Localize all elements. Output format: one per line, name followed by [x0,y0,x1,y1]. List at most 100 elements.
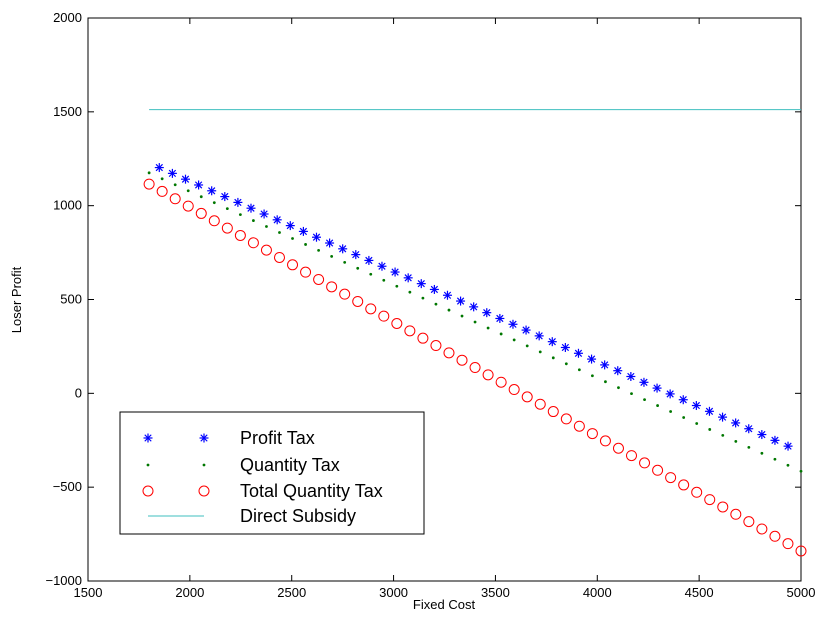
asterisk-stroke [692,401,701,410]
profit-tax-point [416,279,426,289]
quantity-tax-point [656,404,659,407]
total-quantity-tax-point [365,303,377,315]
quantity-tax-point [734,439,738,443]
profit-tax-point [770,435,780,445]
total-quantity-tax-point [391,318,403,330]
total-quantity-tax-point [404,325,416,337]
profit-tax-point [351,250,361,260]
profit-tax-point [233,197,243,207]
legend-item: Total Quantity Tax [142,481,383,501]
asterisk-stroke [758,430,766,439]
quantity-tax-point [473,320,477,324]
legend-item: Profit Tax [143,428,315,448]
series-profit-tax [154,163,793,451]
quantity-tax-point [212,201,216,205]
total-quantity-tax-point [313,273,325,285]
x-tick-label: 2500 [277,585,306,600]
profit-tax-point [390,267,400,277]
profit-tax-point [600,360,610,370]
total-quantity-tax-point [221,222,233,234]
quantity-tax-point [434,302,438,306]
total-quantity-tax-point [208,215,220,227]
total-quantity-tax-point [639,457,651,469]
quantity-tax-point [147,171,151,175]
total-quantity-tax-point [612,442,624,454]
asterisk-stroke [561,343,570,352]
profit-tax-point [180,174,190,184]
total-quantity-tax-point [300,266,312,278]
quantity-tax-point [395,284,399,288]
asterisk-stroke [535,332,543,340]
series-quantity-tax [147,171,803,473]
profit-tax-point [587,354,597,364]
total-quantity-tax-point [769,530,781,542]
profit-tax-point [652,383,662,393]
quantity-tax-point [343,260,347,264]
profit-tax-point [783,441,793,451]
profit-tax-point [298,226,308,236]
quantity-tax-point [682,416,686,419]
total-quantity-tax-point [547,406,559,418]
asterisk-stroke [548,338,556,346]
x-axis-ticks: 1500 2000 2500 3000 3500 4000 4500 5000 [74,18,815,600]
profit-tax-point [757,430,767,440]
quantity-tax-point [590,374,594,378]
y-tick-label: −500 [53,479,82,494]
total-quantity-tax-point [652,464,664,476]
y-tick-label: 1000 [53,198,82,213]
y-axis-title: Loser Profit [9,266,24,333]
total-quantity-tax-point [143,178,155,190]
legend-label: Direct Subsidy [240,506,356,526]
total-quantity-tax-point [534,398,546,410]
quantity-tax-point [747,445,751,449]
profit-tax-point [521,325,531,335]
quantity-tax-point [202,463,206,467]
asterisk-stroke [666,390,674,398]
total-quantity-tax-point [495,376,507,388]
asterisk-stroke [208,187,216,195]
total-quantity-tax-point [482,369,494,381]
total-quantity-tax-point [678,479,690,491]
quantity-tax-point [708,428,712,431]
quantity-tax-point [486,326,490,330]
asterisk-stroke [483,308,491,317]
total-quantity-tax-point [260,244,272,256]
quantity-tax-point [630,392,633,396]
total-quantity-tax-point [273,251,285,263]
total-quantity-tax-point [169,193,181,205]
total-quantity-tax-point [182,200,194,212]
quantity-tax-point [265,225,268,228]
legend-label: Profit Tax [240,428,315,448]
total-quantity-tax-point [691,486,703,498]
profit-tax-point [573,348,583,358]
asterisk-stroke [430,285,439,294]
quantity-tax-point [304,243,307,246]
profit-tax-point [718,412,728,422]
profit-tax-point [429,284,439,294]
profit-tax-point [547,337,557,347]
asterisk-stroke [470,303,478,311]
profit-tax-point [167,168,177,178]
profit-tax-point [704,406,714,416]
asterisk-stroke [404,274,412,282]
total-quantity-tax-point [508,384,520,396]
legend: Profit Tax Quantity Tax Total Quantity Tax… [119,411,425,535]
profit-tax-point [285,221,295,231]
asterisk-stroke [731,419,740,427]
asterisk-stroke [784,442,792,450]
profit-tax-point [665,389,675,399]
quantity-tax-point [499,332,503,336]
asterisk-stroke [365,256,373,265]
asterisk-stroke [496,314,504,323]
asterisk-stroke [443,291,452,299]
asterisk-stroke [587,355,596,363]
asterisk-stroke [705,407,714,415]
total-quantity-tax-point [430,340,442,352]
asterisk-stroke [325,239,334,247]
quantity-tax-point [447,308,451,312]
asterisk-stroke [509,320,517,328]
y-tick-label: 2000 [53,10,82,25]
total-quantity-tax-point [247,237,259,249]
quantity-tax-point [786,463,790,467]
